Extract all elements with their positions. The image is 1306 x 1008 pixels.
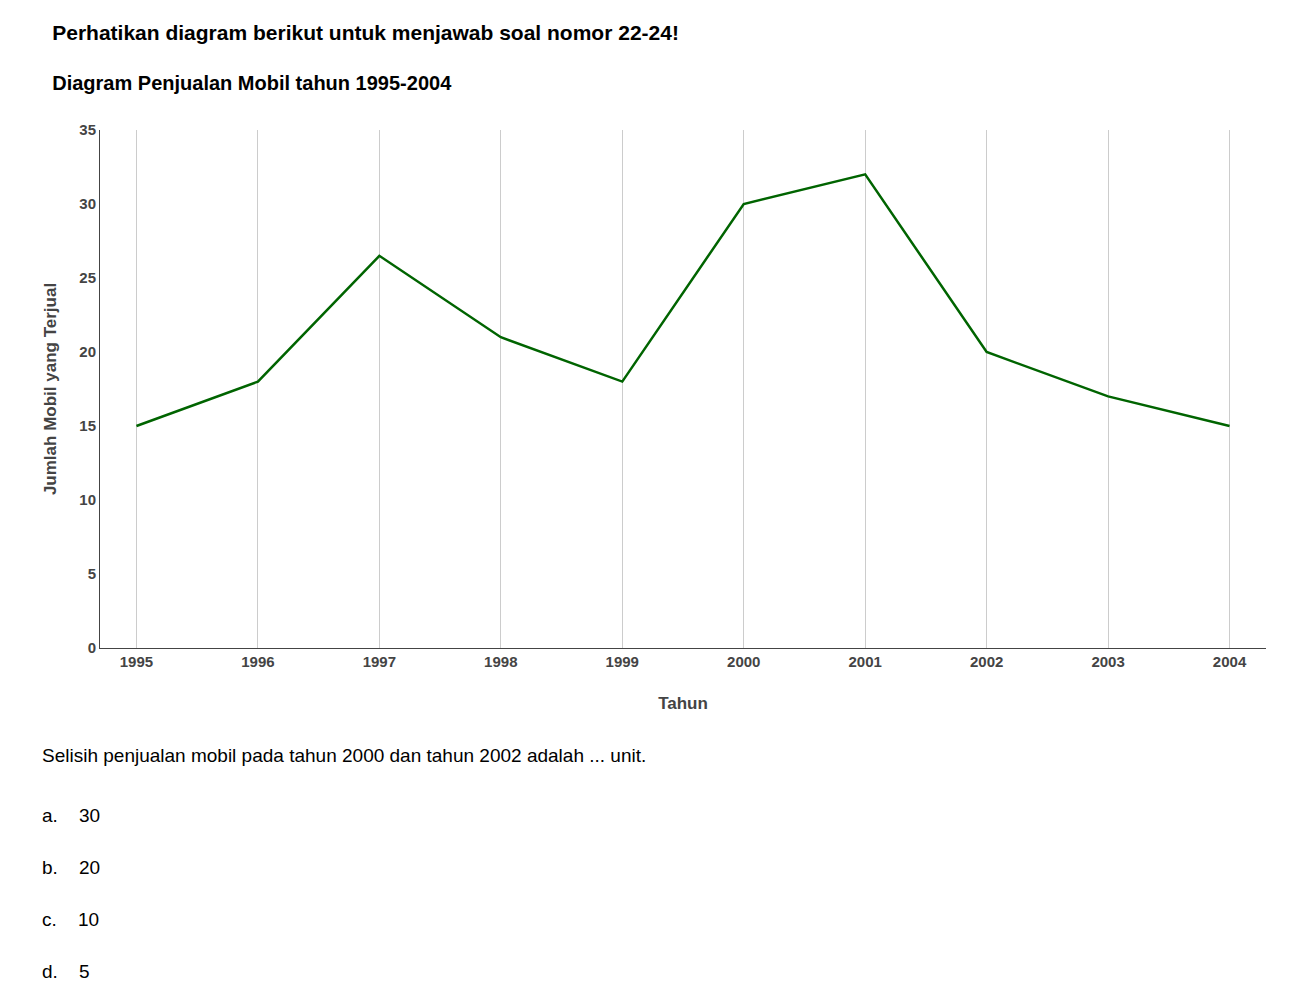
svg-text:2001: 2001: [849, 653, 882, 670]
svg-text:10: 10: [79, 491, 96, 508]
svg-text:5: 5: [88, 565, 96, 582]
svg-text:35: 35: [79, 121, 96, 138]
svg-text:25: 25: [79, 269, 96, 286]
svg-text:0: 0: [88, 639, 96, 656]
svg-text:2000: 2000: [727, 653, 760, 670]
svg-text:Selisih penjualan mobil pada t: Selisih penjualan mobil pada tahun 2000 …: [42, 745, 646, 766]
svg-text:1995: 1995: [120, 653, 153, 670]
svg-text:20: 20: [79, 343, 96, 360]
svg-text:c. 10: c. 10: [42, 909, 99, 930]
svg-text:d. 5: d. 5: [42, 961, 90, 982]
svg-text:b. 20: b. 20: [42, 857, 100, 878]
svg-text:1996: 1996: [241, 653, 274, 670]
svg-text:Jumlah Mobil yang Terjual: Jumlah Mobil yang Terjual: [41, 283, 60, 495]
svg-text:Perhatikan diagram berikut unt: Perhatikan diagram berikut untuk menjawa…: [52, 21, 679, 44]
svg-text:30: 30: [79, 195, 96, 212]
svg-text:15: 15: [79, 417, 96, 434]
svg-text:2004: 2004: [1213, 653, 1247, 670]
svg-text:2003: 2003: [1091, 653, 1124, 670]
svg-text:Tahun: Tahun: [658, 694, 708, 713]
svg-text:1997: 1997: [363, 653, 396, 670]
svg-text:1998: 1998: [484, 653, 517, 670]
svg-text:2002: 2002: [970, 653, 1003, 670]
svg-text:1999: 1999: [606, 653, 639, 670]
svg-text:Diagram Penjualan Mobil tahun: Diagram Penjualan Mobil tahun 1995-2004: [52, 72, 452, 94]
svg-text:a. 30: a. 30: [42, 805, 100, 826]
